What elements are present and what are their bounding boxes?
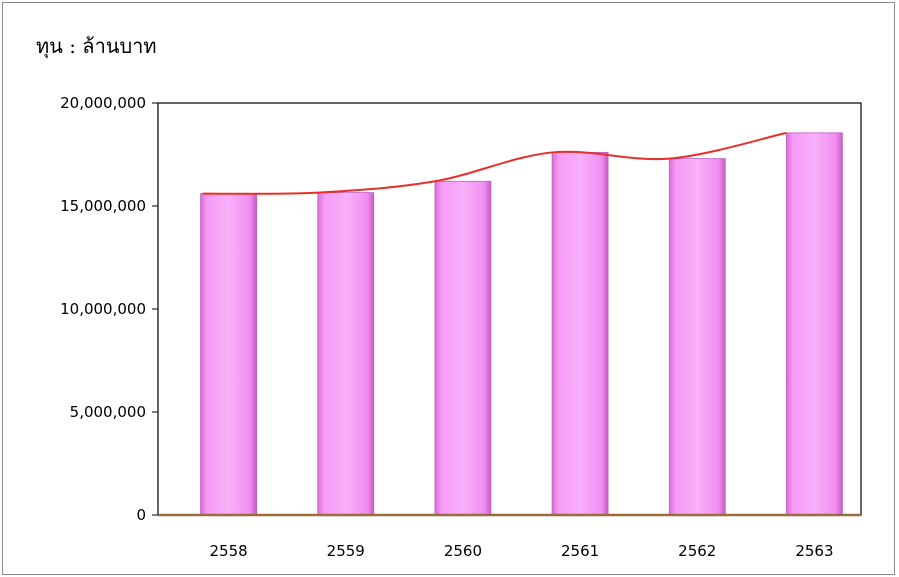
- x-axis: 2558 2559 2560 2561 2562 2563: [209, 542, 833, 560]
- y-tick-label: 10,000,000: [60, 300, 146, 318]
- x-tick-label: 2562: [678, 542, 716, 560]
- x-tick-label: 2559: [327, 542, 365, 560]
- bar-2560: [434, 180, 492, 516]
- x-tick-label: 2561: [561, 542, 599, 560]
- bar-2559: [317, 192, 375, 516]
- bar-2563: [786, 132, 843, 516]
- y-tick-label: 0: [136, 506, 146, 524]
- x-tick-label: 2560: [444, 542, 482, 560]
- unit-label: ทุน : ล้านบาท: [36, 34, 157, 58]
- trend-line: [202, 131, 787, 195]
- y-tick-label: 20,000,000: [60, 94, 146, 112]
- bars-group: [158, 132, 861, 517]
- x-tick-label: 2563: [795, 542, 833, 560]
- y-tick-label: 15,000,000: [60, 197, 146, 215]
- bar-2558: [200, 193, 257, 516]
- plot-area: [157, 102, 862, 516]
- x-tick-label: 2558: [209, 542, 247, 560]
- bar-2561: [551, 152, 609, 516]
- y-axis: 0 5,000,000 10,000,000 15,000,000 20,000,000: [60, 94, 158, 524]
- y-tick-label: 5,000,000: [70, 403, 146, 421]
- bar-2562: [668, 158, 726, 516]
